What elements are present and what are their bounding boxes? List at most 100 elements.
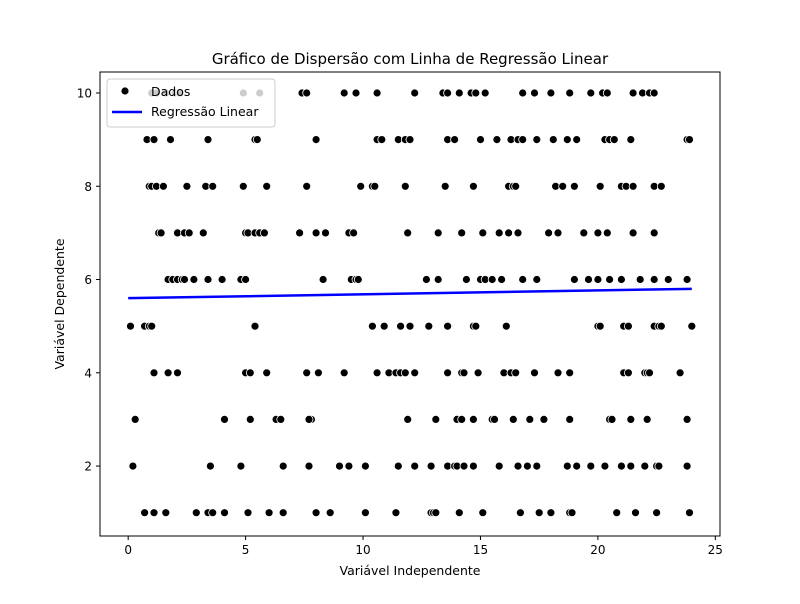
- data-point: [278, 461, 288, 471]
- data-point: [562, 135, 572, 145]
- data-point: [356, 181, 366, 191]
- data-point: [565, 414, 575, 424]
- data-point: [631, 508, 640, 518]
- data-point: [203, 135, 213, 145]
- data-point: [565, 88, 575, 98]
- data-point: [344, 461, 354, 471]
- data-point: [494, 228, 504, 238]
- x-tick-label: 25: [708, 543, 723, 557]
- data-point: [497, 275, 507, 284]
- data-point: [525, 414, 535, 424]
- data-point: [617, 275, 626, 284]
- data-point: [278, 508, 288, 518]
- data-point: [349, 228, 359, 238]
- y-tick-label: 8: [84, 180, 92, 194]
- data-point: [602, 228, 612, 238]
- data-point: [586, 88, 596, 98]
- data-point: [624, 368, 633, 378]
- plot-area: [126, 88, 697, 518]
- data-point: [605, 275, 614, 284]
- x-axis-label: Variável Independente: [340, 563, 481, 578]
- data-point: [351, 88, 361, 98]
- data-point: [565, 368, 575, 378]
- data-point: [245, 368, 255, 378]
- data-point: [217, 275, 227, 284]
- data-point: [570, 275, 579, 284]
- data-point: [652, 508, 661, 518]
- data-point: [421, 275, 431, 284]
- data-point: [513, 228, 523, 238]
- x-tick-label: 20: [590, 543, 605, 557]
- data-point: [642, 414, 652, 424]
- data-point: [593, 275, 603, 284]
- data-point: [400, 368, 410, 378]
- data-point: [539, 414, 549, 424]
- data-point: [649, 88, 659, 98]
- data-point: [635, 275, 645, 284]
- data-point: [166, 135, 175, 145]
- axes: 0 5 10 15 20 25 2 4 6 8 10: [77, 86, 723, 557]
- data-point: [490, 414, 499, 424]
- data-point: [372, 368, 382, 378]
- data-point: [198, 228, 208, 238]
- data-point: [570, 181, 579, 191]
- data-point: [238, 181, 248, 191]
- data-point: [640, 461, 650, 471]
- data-point: [567, 508, 577, 518]
- data-point: [410, 368, 420, 378]
- data-point: [208, 181, 218, 191]
- data-point: [558, 181, 568, 191]
- data-point: [431, 414, 441, 424]
- data-point: [339, 368, 349, 378]
- data-point: [443, 368, 453, 378]
- data-point: [379, 321, 389, 331]
- data-point: [302, 368, 312, 378]
- data-point: [687, 321, 697, 331]
- data-point: [149, 135, 159, 145]
- data-point: [544, 228, 553, 238]
- data-point: [377, 135, 387, 145]
- data-point: [360, 508, 370, 518]
- data-point: [649, 228, 659, 238]
- data-point: [372, 88, 382, 98]
- legend-box: [106, 78, 276, 128]
- data-point: [220, 508, 229, 518]
- data-point: [431, 508, 441, 518]
- data-point: [410, 461, 420, 471]
- data-point: [450, 135, 460, 145]
- data-point: [302, 88, 312, 98]
- data-point: [602, 88, 612, 98]
- data-point: [360, 461, 370, 471]
- data-point: [405, 321, 415, 331]
- data-point: [311, 508, 321, 518]
- data-point: [262, 368, 272, 378]
- data-point: [626, 461, 636, 471]
- legend-label-dados: Dados: [151, 84, 190, 99]
- data-point: [468, 461, 478, 471]
- regression-line: [128, 287, 692, 300]
- data-point: [471, 88, 481, 98]
- x-tick-label: 0: [124, 543, 132, 557]
- data-point: [501, 321, 511, 331]
- data-point: [433, 228, 443, 238]
- data-point: [454, 88, 464, 98]
- data-point: [682, 461, 692, 471]
- data-point: [457, 414, 467, 424]
- data-point: [492, 135, 502, 145]
- data-point: [184, 228, 194, 238]
- data-point: [156, 228, 166, 238]
- data-point: [396, 321, 406, 331]
- data-point: [511, 181, 521, 191]
- data-point: [548, 135, 558, 145]
- data-point: [180, 275, 189, 284]
- data-point: [546, 88, 556, 98]
- data-point: [443, 321, 453, 331]
- data-point: [126, 321, 135, 331]
- data-point: [321, 228, 330, 238]
- data-point: [161, 508, 171, 518]
- data-point: [685, 135, 694, 145]
- data-point: [562, 461, 572, 471]
- data-point: [353, 275, 363, 284]
- data-point: [311, 228, 321, 238]
- data-point: [259, 228, 269, 238]
